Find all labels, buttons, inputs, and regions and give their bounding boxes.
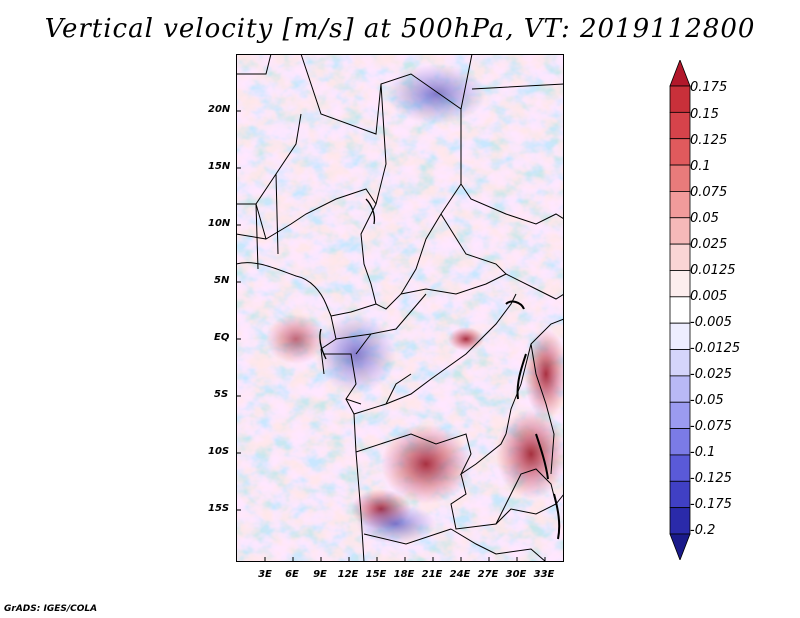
colorbar-label: -0.05: [690, 393, 724, 408]
lon-label: 3E: [258, 569, 272, 580]
colorbar-label: 0.025: [690, 237, 728, 252]
colorbar-label: -0.2: [690, 523, 716, 538]
country-borders: [236, 54, 564, 562]
colorbar-segment: [669, 454, 691, 482]
map-title: Vertical velocity [m/s] at 500hPa, VT: 2…: [44, 14, 756, 44]
lon-label: 9E: [313, 569, 327, 580]
lon-label: 6E: [285, 569, 299, 580]
lon-label: 30E: [505, 569, 527, 580]
colorbar-segment: [669, 296, 691, 324]
colorbar-min-arrow: [669, 533, 691, 560]
colorbar-label: 0.175: [690, 80, 728, 95]
colorbar-segment: [669, 138, 691, 166]
colorbar-label: -0.1: [690, 445, 716, 460]
colorbar-label: -0.025: [690, 367, 732, 382]
lon-label: 24E: [449, 569, 471, 580]
lon-label: 18E: [393, 569, 415, 580]
lat-label: 5N: [214, 275, 230, 286]
colorbar-label: 0.05: [690, 211, 719, 226]
colorbar-segment: [669, 111, 691, 140]
colorbar-segment: [669, 401, 691, 429]
lat-label: EQ: [214, 332, 230, 343]
lat-label: 10S: [208, 446, 230, 457]
colorbar-label: 0.075: [690, 185, 728, 200]
colorbar-segment: [669, 322, 691, 350]
credit-text: GrADS: IGES/COLA: [4, 604, 98, 614]
colorbar-segment: [669, 85, 691, 113]
lat-label: 15N: [208, 161, 231, 172]
colorbar-label: 0.0125: [690, 263, 736, 278]
lat-label: 5S: [214, 389, 229, 400]
colorbar-segment: [669, 375, 691, 403]
colorbar-label: 0.125: [690, 133, 728, 148]
colorbar-segment: [669, 349, 691, 377]
lon-label: 21E: [421, 569, 443, 580]
colorbar-label: -0.175: [690, 497, 732, 512]
colorbar-max-arrow: [669, 60, 691, 87]
colorbar-segment: [669, 270, 691, 298]
colorbar-label: -0.125: [690, 471, 732, 486]
colorbar-segment: [669, 243, 691, 271]
colorbar-segment: [669, 428, 691, 456]
coastline-detail: [319, 198, 376, 360]
colorbar-label: 0.15: [690, 107, 719, 122]
colorbar: [669, 60, 691, 560]
colorbar-label: -0.0125: [690, 341, 741, 356]
colorbar-segment: [669, 191, 691, 219]
colorbar-label: -0.005: [690, 315, 732, 330]
lat-label: 20N: [208, 104, 231, 115]
colorbar-label: 0.1: [690, 159, 711, 174]
colorbar-segment: [669, 507, 691, 535]
lon-label: 27E: [477, 569, 499, 580]
map-panel: [236, 54, 564, 562]
lat-label: 10N: [208, 218, 231, 229]
colorbar-label: 0.005: [690, 289, 728, 304]
lon-label: 15E: [365, 569, 387, 580]
lon-label: 33E: [533, 569, 555, 580]
colorbar-segment: [669, 480, 691, 509]
map-frame: [236, 54, 564, 562]
colorbar-segment: [669, 164, 691, 192]
colorbar-segment: [669, 217, 691, 245]
lon-label: 12E: [337, 569, 359, 580]
vertical-velocity-field: [236, 54, 564, 562]
colorbar-label: -0.075: [690, 419, 732, 434]
lake-outlines: [505, 300, 561, 540]
lat-label: 15S: [208, 503, 230, 514]
